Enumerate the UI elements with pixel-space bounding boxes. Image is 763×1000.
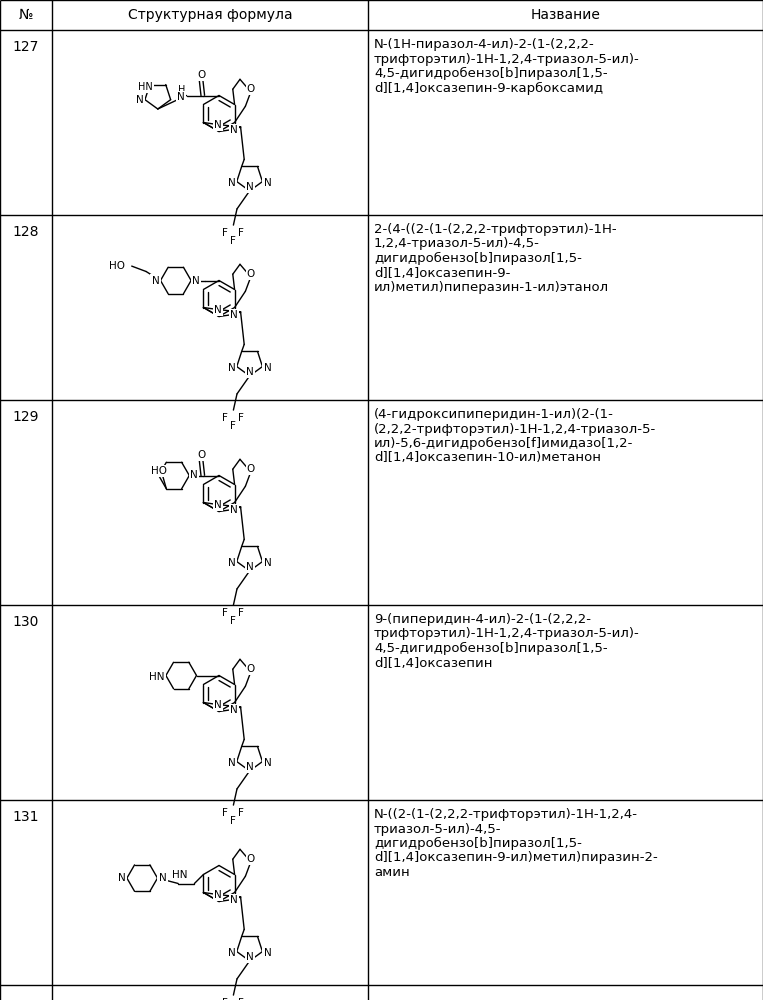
Text: N: N <box>228 948 236 958</box>
Text: O: O <box>246 854 255 864</box>
Text: N: N <box>263 178 272 188</box>
Text: F: F <box>230 236 237 246</box>
Text: N: N <box>246 762 253 772</box>
Text: O: O <box>246 464 255 474</box>
Text: N: N <box>214 700 222 710</box>
Text: N: N <box>214 120 222 130</box>
Text: F: F <box>239 228 244 238</box>
Text: N: N <box>152 275 159 286</box>
Text: 1,2,4-триазол-5-ил)-4,5-: 1,2,4-триазол-5-ил)-4,5- <box>374 237 540 250</box>
Text: N: N <box>246 562 253 572</box>
Text: дигидробензо[b]пиразол[1,5-: дигидробензо[b]пиразол[1,5- <box>374 837 582 850</box>
Text: N: N <box>246 952 253 962</box>
Text: N: N <box>246 182 253 192</box>
Text: N: N <box>228 363 236 373</box>
Text: Структурная формула: Структурная формула <box>127 8 292 22</box>
Text: N-((2-(1-(2,2,2-трифторэтил)-1Н-1,2,4-: N-((2-(1-(2,2,2-трифторэтил)-1Н-1,2,4- <box>374 808 638 821</box>
Text: 4,5-дигидробензо[b]пиразол[1,5-: 4,5-дигидробензо[b]пиразол[1,5- <box>374 642 607 655</box>
Text: (2,2,2-трифторэтил)-1Н-1,2,4-триазол-5-: (2,2,2-трифторэтил)-1Н-1,2,4-триазол-5- <box>374 422 656 436</box>
Text: HO: HO <box>109 261 125 271</box>
Text: N: N <box>191 471 198 481</box>
Text: HN: HN <box>139 82 153 92</box>
Text: N-(1Н-пиразол-4-ил)-2-(1-(2,2,2-: N-(1Н-пиразол-4-ил)-2-(1-(2,2,2- <box>374 38 594 51</box>
Text: 129: 129 <box>13 410 39 424</box>
Text: F: F <box>239 413 244 423</box>
Text: 9-(пиперидин-4-ил)-2-(1-(2,2,2-: 9-(пиперидин-4-ил)-2-(1-(2,2,2- <box>374 613 591 626</box>
Text: №: № <box>19 8 33 22</box>
Text: N: N <box>230 705 237 715</box>
Text: N: N <box>263 948 272 958</box>
Text: 2-(4-((2-(1-(2,2,2-трифторэтил)-1Н-: 2-(4-((2-(1-(2,2,2-трифторэтил)-1Н- <box>374 223 617 236</box>
Text: дигидробензо[b]пиразол[1,5-: дигидробензо[b]пиразол[1,5- <box>374 252 582 265</box>
Text: N: N <box>159 873 166 883</box>
Text: N: N <box>228 178 236 188</box>
Text: N: N <box>214 305 222 315</box>
Text: F: F <box>223 608 228 618</box>
Text: N: N <box>230 125 237 135</box>
Text: N: N <box>136 95 144 105</box>
Text: N: N <box>263 363 272 373</box>
Text: N: N <box>230 310 237 320</box>
Text: N: N <box>118 873 126 883</box>
Text: 131: 131 <box>13 810 39 824</box>
Text: O: O <box>246 269 255 279</box>
Text: 4,5-дигидробензо[b]пиразол[1,5-: 4,5-дигидробензо[b]пиразол[1,5- <box>374 67 607 80</box>
Text: ил)-5,6-дигидробензо[f]имидазо[1,2-: ил)-5,6-дигидробензо[f]имидазо[1,2- <box>374 437 633 450</box>
Text: F: F <box>239 608 244 618</box>
Text: O: O <box>246 664 255 674</box>
Text: F: F <box>223 413 228 423</box>
Text: d][1,4]оксазепин-9-: d][1,4]оксазепин-9- <box>374 266 510 279</box>
Text: ил)метил)пиперазин-1-ил)этанол: ил)метил)пиперазин-1-ил)этанол <box>374 281 609 294</box>
Text: H: H <box>178 85 185 95</box>
Text: амин: амин <box>374 866 410 879</box>
Text: d][1,4]оксазепин-9-карбоксамид: d][1,4]оксазепин-9-карбоксамид <box>374 82 603 95</box>
Text: d][1,4]оксазепин: d][1,4]оксазепин <box>374 656 492 670</box>
Text: F: F <box>230 616 237 626</box>
Text: d][1,4]оксазепин-9-ил)метил)пиразин-2-: d][1,4]оксазепин-9-ил)метил)пиразин-2- <box>374 852 658 864</box>
Text: O: O <box>197 450 205 460</box>
Text: N: N <box>230 505 237 515</box>
Text: N: N <box>192 275 200 286</box>
Text: F: F <box>223 998 228 1000</box>
Text: HN: HN <box>149 672 165 682</box>
Text: триазол-5-ил)-4,5-: триазол-5-ил)-4,5- <box>374 822 501 836</box>
Text: 127: 127 <box>13 40 39 54</box>
Text: N: N <box>230 895 237 905</box>
Text: 128: 128 <box>13 225 39 239</box>
Text: O: O <box>246 84 255 94</box>
Text: N: N <box>263 558 272 568</box>
Text: F: F <box>230 421 237 431</box>
Text: O: O <box>197 70 205 80</box>
Text: трифторэтил)-1Н-1,2,4-триазол-5-ил)-: трифторэтил)-1Н-1,2,4-триазол-5-ил)- <box>374 52 639 66</box>
Text: N: N <box>263 758 272 768</box>
Text: N: N <box>246 367 253 377</box>
Text: F: F <box>239 808 244 818</box>
Text: N: N <box>214 890 222 900</box>
Text: N: N <box>228 758 236 768</box>
Text: d][1,4]оксазепин-10-ил)метанон: d][1,4]оксазепин-10-ил)метанон <box>374 452 601 464</box>
Text: F: F <box>223 808 228 818</box>
Text: F: F <box>230 816 237 826</box>
Text: F: F <box>223 228 228 238</box>
Text: Название: Название <box>530 8 600 22</box>
Text: N: N <box>228 558 236 568</box>
Text: N: N <box>214 500 222 510</box>
Text: HN: HN <box>172 869 188 880</box>
Text: 130: 130 <box>13 615 39 629</box>
Text: F: F <box>239 998 244 1000</box>
Text: HO: HO <box>151 466 167 476</box>
Text: N: N <box>177 92 185 102</box>
Text: трифторэтил)-1Н-1,2,4-триазол-5-ил)-: трифторэтил)-1Н-1,2,4-триазол-5-ил)- <box>374 628 639 641</box>
Text: (4-гидроксипиперидин-1-ил)(2-(1-: (4-гидроксипиперидин-1-ил)(2-(1- <box>374 408 614 421</box>
